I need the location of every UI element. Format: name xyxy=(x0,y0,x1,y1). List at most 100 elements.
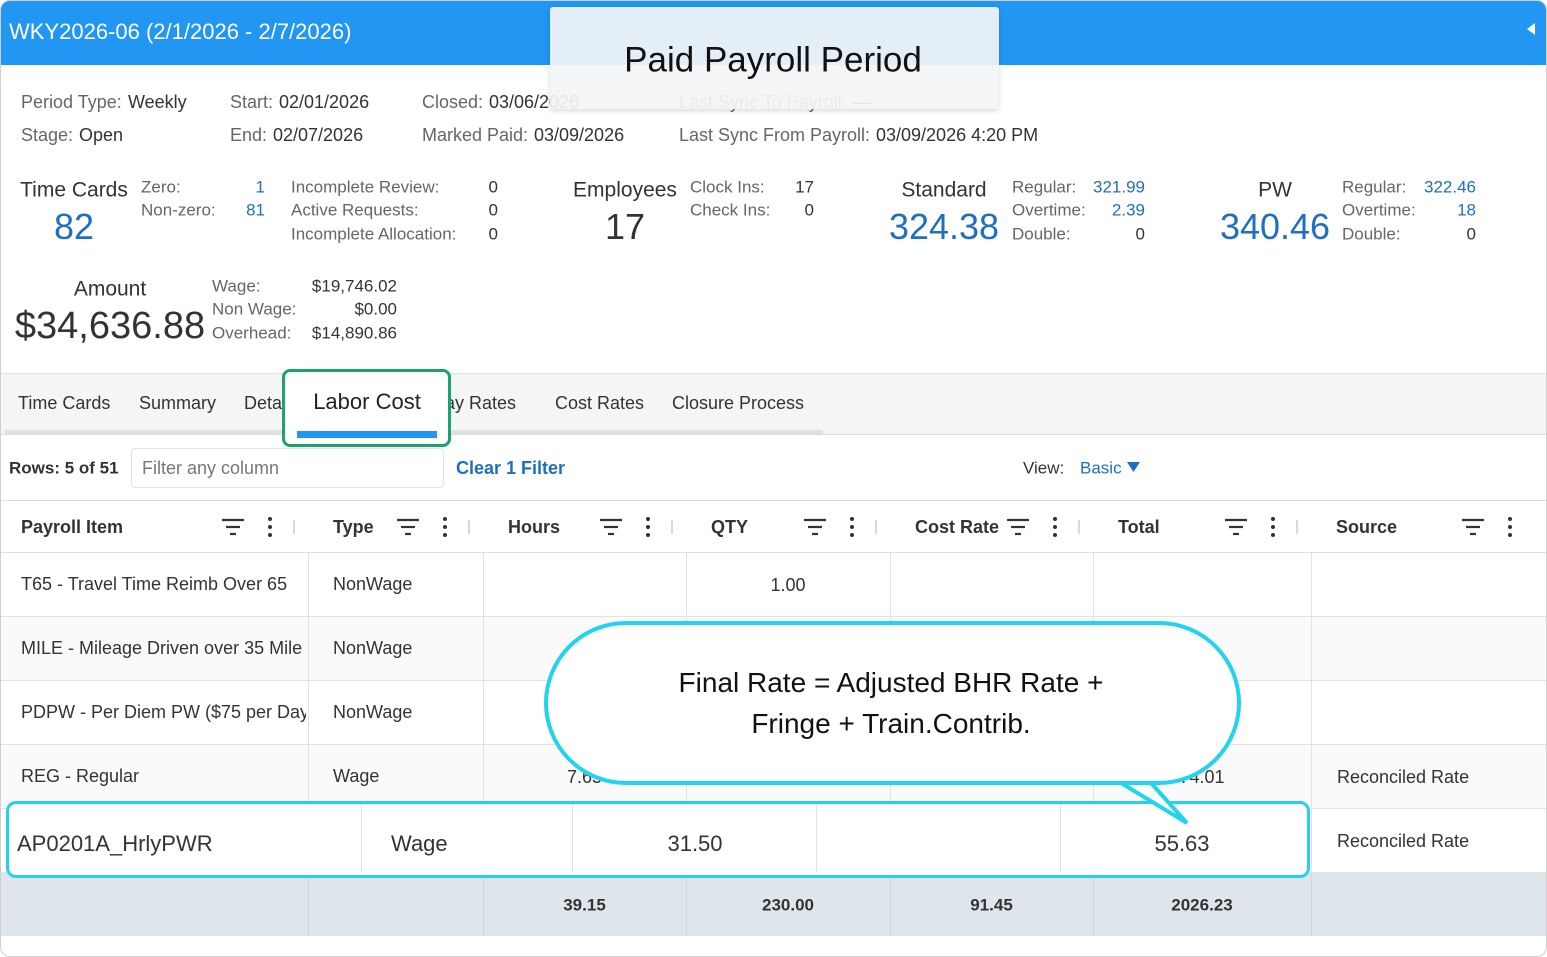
stat-value: 324.38 xyxy=(888,206,1000,247)
stat-detail-value: 321.99 xyxy=(1093,177,1145,197)
cell-divider xyxy=(308,617,309,681)
stat-detail-label: Double: xyxy=(1012,224,1071,244)
stat-detail-value: 17 xyxy=(795,177,814,197)
stat-detail-label: Overhead: xyxy=(212,323,292,343)
stat-detail-value: 1 xyxy=(255,177,265,197)
period-title: WKY2026-06 (2/1/2026 - 2/7/2026) xyxy=(9,19,352,44)
review-label: Active Requests: xyxy=(291,200,419,220)
cell-divider xyxy=(308,873,309,936)
stat-label: PW xyxy=(1258,178,1292,202)
cell: PDPW - Per Diem PW ($75 per Day xyxy=(21,702,306,723)
row-rule xyxy=(1,616,1546,617)
tab-bar xyxy=(1,373,1546,435)
stat-detail-value: $19,746.02 xyxy=(311,276,397,296)
cell-divider xyxy=(483,745,484,809)
info-value: Weekly xyxy=(128,92,187,112)
cell-divider xyxy=(1060,804,1061,872)
cell-divider xyxy=(483,617,484,681)
cell-divider xyxy=(686,873,687,936)
cell-divider xyxy=(686,745,687,809)
cell-divider xyxy=(1093,553,1094,617)
info-label: Last Sync From Payroll: xyxy=(679,125,871,145)
cell: Reconciled Rate xyxy=(1337,767,1470,787)
column-menu[interactable] xyxy=(804,516,877,540)
cell-divider xyxy=(483,681,484,745)
stat-detail-label: Wage: xyxy=(212,276,261,296)
cell: T65 - Travel Time Reimb Over 65 xyxy=(21,574,288,595)
cell-divider xyxy=(890,873,891,936)
cell: NonWage xyxy=(333,702,413,723)
view-label: View: xyxy=(1023,458,1065,478)
stat-detail-value: $14,890.86 xyxy=(311,323,397,343)
stat-label: Time Cards xyxy=(20,178,128,202)
column-header: Total xyxy=(1118,517,1160,537)
stat-detail-value: $0.00 xyxy=(354,299,397,319)
stat-value: 17 xyxy=(604,206,646,247)
cell: Reconciled Rate xyxy=(1337,831,1470,851)
stat-detail-label: Zero: xyxy=(141,177,181,197)
column-menu[interactable] xyxy=(1007,516,1080,540)
tab[interactable]: Summary xyxy=(139,393,217,413)
stat-detail-label: Check Ins: xyxy=(690,200,771,220)
cell-divider xyxy=(1311,873,1312,936)
stat-detail-label: Non Wage: xyxy=(212,299,297,319)
divider xyxy=(1,434,1546,435)
info-value: Open xyxy=(79,125,124,145)
review-value: 0 xyxy=(488,224,498,244)
filter-placeholder: Filter any column xyxy=(142,458,280,478)
cell: NonWage xyxy=(333,638,413,659)
collapse-icon[interactable] xyxy=(1523,21,1543,41)
info-value: 03/09/2026 4:20 PM xyxy=(876,125,1039,145)
cell: 55.63 xyxy=(1154,831,1210,856)
stat-detail-value: 0 xyxy=(1135,224,1145,244)
stat-label: Standard xyxy=(901,178,987,202)
column-menu[interactable] xyxy=(600,516,673,540)
column-header: Hours xyxy=(508,517,561,537)
cell: 74.01 xyxy=(1179,767,1225,787)
link[interactable]: Clear 1 Filter xyxy=(456,458,566,478)
link[interactable]: Basic xyxy=(1080,458,1122,478)
cell-divider xyxy=(308,553,309,617)
info-label: Marked Paid: xyxy=(422,125,529,145)
cell-divider xyxy=(308,681,309,745)
popup xyxy=(550,7,999,109)
footer-total: 230.00 xyxy=(762,895,814,915)
cell-divider xyxy=(1311,553,1312,617)
review-value: 0 xyxy=(488,177,498,197)
row-band xyxy=(1,745,1546,809)
stat-detail-label: Clock Ins: xyxy=(690,177,765,197)
cell: 31.50 xyxy=(667,831,723,856)
tab[interactable]: Labor Cost xyxy=(313,389,421,414)
column-header: QTY xyxy=(711,517,749,537)
info-label: Stage: xyxy=(21,125,74,145)
cell: Wage xyxy=(333,766,380,787)
column-menu[interactable] xyxy=(397,516,470,540)
info-label: Period Type: xyxy=(21,92,122,112)
cell-divider xyxy=(890,745,891,809)
tab[interactable]: Pay Rates xyxy=(433,393,517,413)
stat-value: 340.46 xyxy=(1219,206,1331,247)
stat-detail-label: Regular: xyxy=(1012,177,1077,197)
cell: 1.00 xyxy=(770,575,806,595)
column-menu[interactable] xyxy=(222,516,295,540)
column-menu[interactable] xyxy=(1462,516,1522,540)
cell-divider xyxy=(1311,809,1312,873)
filter-input[interactable] xyxy=(131,448,444,488)
info-label: Closed: xyxy=(422,92,484,112)
cell: Wage xyxy=(391,831,448,856)
stat-detail-label: Regular: xyxy=(1342,177,1407,197)
tab[interactable]: Cost Rates xyxy=(555,393,645,413)
info-value: 02/01/2026 xyxy=(279,92,370,112)
active-tab-indicator xyxy=(297,431,437,438)
footer-total: 2026.23 xyxy=(1171,895,1233,915)
tab[interactable]: Closure Process xyxy=(672,393,805,413)
column-menu[interactable] xyxy=(1225,516,1298,540)
dropdown-arrow[interactable] xyxy=(1127,462,1141,474)
stat-detail-value: 18 xyxy=(1457,200,1476,220)
column-header: Cost Rate xyxy=(915,517,1000,537)
tab[interactable]: Time Cards xyxy=(18,393,111,413)
stat-value: 82 xyxy=(53,206,95,247)
stat-detail-value: 322.46 xyxy=(1424,177,1476,197)
stat-detail-label: Non-zero: xyxy=(141,200,216,220)
